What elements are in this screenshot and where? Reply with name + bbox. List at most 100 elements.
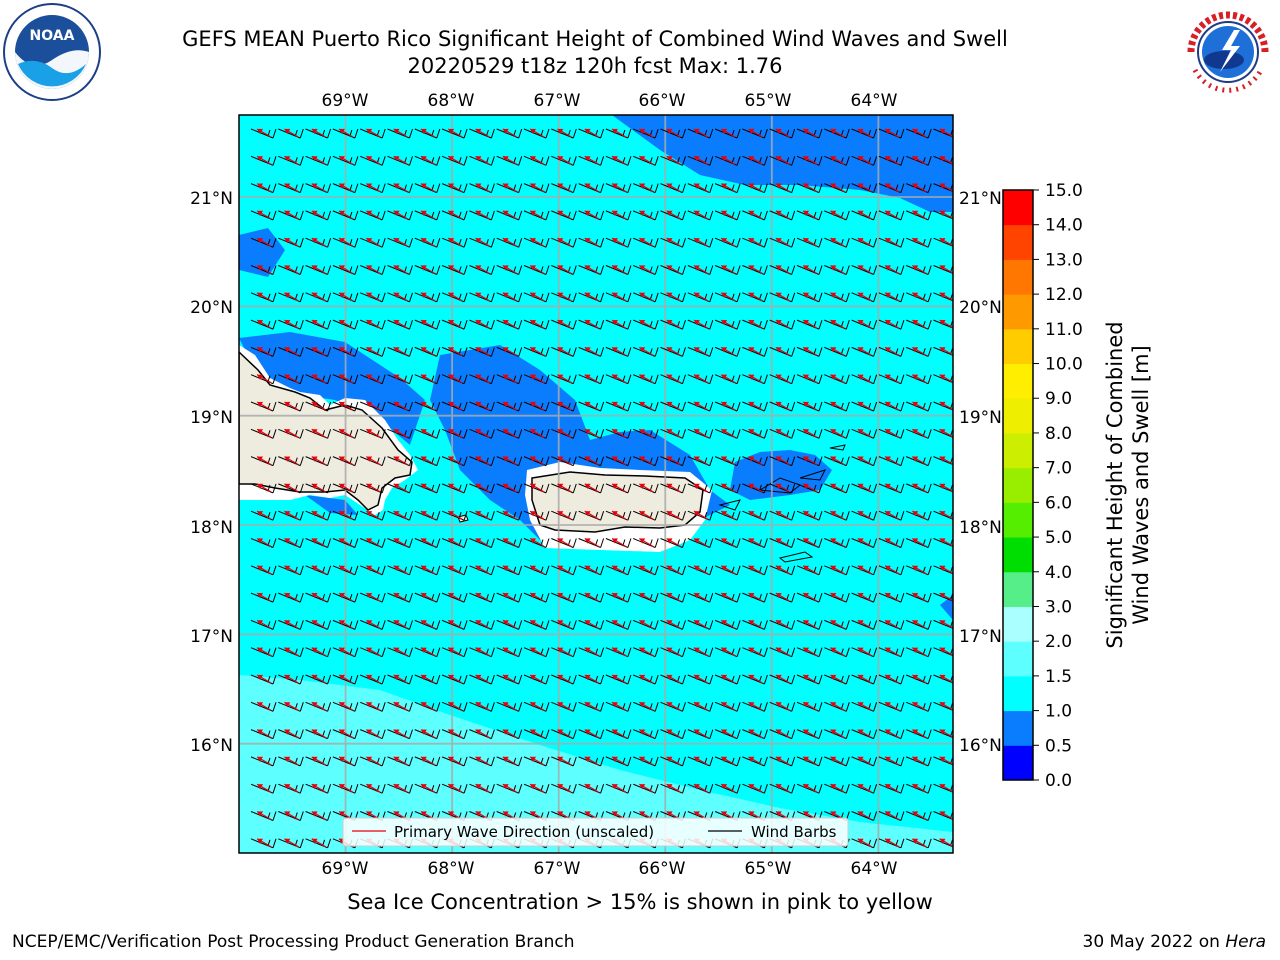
- wind-barb-flag: [654, 429, 659, 439]
- map-legend: Primary Wave Direction (unscaled) Wind B…: [342, 817, 849, 847]
- wave-arrow-head: [857, 456, 864, 462]
- wave-arrow-head: [393, 156, 400, 162]
- wave-arrow-head: [666, 265, 673, 271]
- wind-barb-flag: [272, 511, 277, 521]
- wind-barb-flag: [409, 374, 413, 384]
- wind-barb-flag: [327, 592, 332, 603]
- wave-arrow-head: [612, 674, 618, 681]
- wave-arrow-head: [366, 811, 373, 817]
- wind-barb-flag: [845, 565, 850, 575]
- wind-barb-flag: [654, 292, 659, 302]
- wave-arrow-head: [830, 538, 837, 544]
- wave-arrow-head: [693, 374, 700, 380]
- wind-barb-flag: [299, 156, 304, 166]
- wind-barb-flag: [354, 647, 359, 657]
- wave-arrow-head: [693, 429, 700, 435]
- wind-barb-flag: [627, 401, 632, 412]
- wind-barb-flag: [627, 319, 632, 330]
- wave-arrow-head: [748, 374, 755, 380]
- wind-barb-flag: [900, 729, 905, 739]
- wave-arrow-head: [803, 702, 809, 708]
- wave-arrow-head: [612, 156, 618, 162]
- wave-arrow-head: [557, 456, 564, 462]
- wave-arrow-head: [693, 320, 700, 326]
- wind-barb-flag: [272, 620, 277, 630]
- wind-barb-flag: [709, 347, 714, 357]
- colorbar-tick-label: 4.0: [1045, 563, 1072, 583]
- wind-barb-flag: [736, 756, 741, 767]
- colorbar-segment: [1003, 502, 1033, 538]
- wave-arrow-head: [475, 265, 482, 271]
- wind-barb-flag: [791, 483, 796, 494]
- wind-barb-flag: [956, 320, 959, 329]
- wind-barb-flag: [463, 592, 468, 603]
- colorbar-tick-label: 3.0: [1045, 597, 1072, 617]
- wind-barb-flag: [956, 566, 959, 575]
- lon-label-68w-top: 68°W: [428, 91, 475, 111]
- wind-barb-flag: [572, 674, 577, 685]
- wind-barb-flag: [818, 511, 823, 521]
- wind-barb-flag: [873, 401, 878, 412]
- wind-barb-flag: [600, 647, 605, 657]
- wave-arrow-head: [939, 647, 946, 653]
- wave-arrow-head: [502, 456, 509, 462]
- wind-barb-flag: [873, 784, 878, 794]
- wind-barb-flag: [900, 620, 905, 630]
- wave-arrow-head: [639, 811, 646, 817]
- wind-barb-flag: [600, 592, 605, 603]
- wind-barb-flag: [327, 620, 332, 630]
- wind-barb-flag: [381, 265, 386, 275]
- wind-barb-flag: [299, 784, 304, 794]
- wind-barb-flag: [763, 401, 768, 412]
- wind-barb-flag: [627, 156, 632, 166]
- wave-arrow-head: [366, 593, 373, 599]
- wind-barb-flag: [956, 347, 959, 356]
- wind-barb-flag: [682, 592, 686, 603]
- wind-barb-flag: [927, 238, 932, 248]
- wind-barb-flag: [409, 265, 413, 275]
- wind-barb-flag: [763, 156, 768, 166]
- wave-arrow-head: [420, 265, 427, 271]
- wind-barb-flag: [818, 183, 823, 193]
- wave-arrow-head: [857, 538, 864, 544]
- wave-arrow-head: [393, 784, 400, 790]
- wave-arrow-head: [393, 265, 400, 271]
- nws-logo: [1180, 4, 1276, 100]
- wave-arrow-head: [885, 483, 891, 489]
- wind-barb-flag: [654, 511, 659, 521]
- wind-barb-flag: [518, 620, 523, 630]
- wave-arrow-head: [885, 538, 891, 544]
- wave-arrow-head: [284, 565, 291, 571]
- wave-arrow-head: [885, 156, 891, 162]
- wind-barb-flag: [490, 429, 495, 439]
- wind-barb-flag: [900, 319, 905, 330]
- wind-barb-flag: [572, 265, 577, 275]
- wind-barb-flag: [354, 319, 359, 330]
- wind-barb-flag: [654, 647, 659, 657]
- wave-arrow-head: [885, 456, 891, 462]
- wind-barb-flag: [818, 620, 823, 630]
- wind-barb-flag: [272, 702, 277, 712]
- wind-barb-flag: [900, 592, 905, 603]
- wind-barb-flag: [709, 511, 714, 521]
- wave-arrow-head: [530, 292, 536, 298]
- wave-arrow-head: [748, 456, 755, 462]
- colorbar-segment: [1003, 259, 1033, 295]
- lon-label-64w-top: 64°W: [851, 91, 898, 111]
- lat-labels-right: 21°N 20°N 19°N 18°N 17°N 16°N: [959, 189, 1002, 756]
- wave-arrow-head: [693, 128, 700, 135]
- wind-barb-flag: [873, 183, 878, 193]
- wind-barb-flag: [927, 647, 932, 657]
- wave-arrow-head: [639, 456, 646, 462]
- wave-arrow-head: [475, 210, 482, 216]
- wind-barb-flag: [736, 292, 741, 302]
- wave-arrow-head: [584, 702, 591, 708]
- wind-barb-flag: [381, 292, 386, 302]
- wave-arrow-head: [721, 156, 728, 162]
- wind-barb-flag: [327, 729, 332, 739]
- wave-arrow-head: [885, 429, 891, 435]
- lat-label-20n-left: 20°N: [190, 298, 233, 318]
- wave-arrow-head: [284, 401, 291, 408]
- wave-arrow-head: [311, 483, 318, 489]
- wave-arrow-head: [584, 456, 591, 462]
